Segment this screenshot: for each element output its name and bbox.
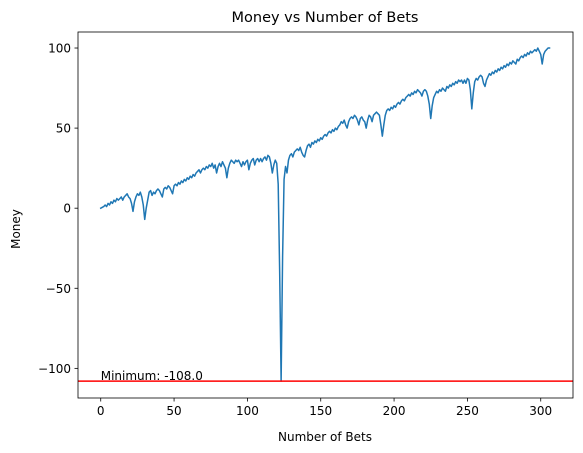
series-line [99,47,551,382]
y-tick-label: 100 [48,42,71,56]
x-axis-label: Number of Bets [278,430,372,444]
x-tick-label: 300 [529,404,552,418]
y-tick-label: 50 [56,122,71,136]
chart-title: Money vs Number of Bets [232,10,419,26]
y-axis: −100 −50 0 50 100 [38,42,78,376]
x-tick-label: 0 [97,404,105,418]
minimum-annotation: Minimum: -108.0 [101,369,203,383]
x-tick-label: 50 [166,404,181,418]
x-tick-label: 200 [383,404,406,418]
y-tick-label: 0 [63,202,71,216]
axes-frame [77,31,574,399]
x-tick-label: 250 [456,404,479,418]
x-tick-label: 150 [309,404,332,418]
x-axis: 0 50 100 150 200 250 300 [97,398,552,418]
plot-area: Minimum: -108.0 [77,31,574,399]
y-tick-label: −100 [38,362,71,376]
y-axis-label: Money [9,209,23,249]
y-tick-label: −50 [46,282,71,296]
x-tick-label: 100 [236,404,259,418]
